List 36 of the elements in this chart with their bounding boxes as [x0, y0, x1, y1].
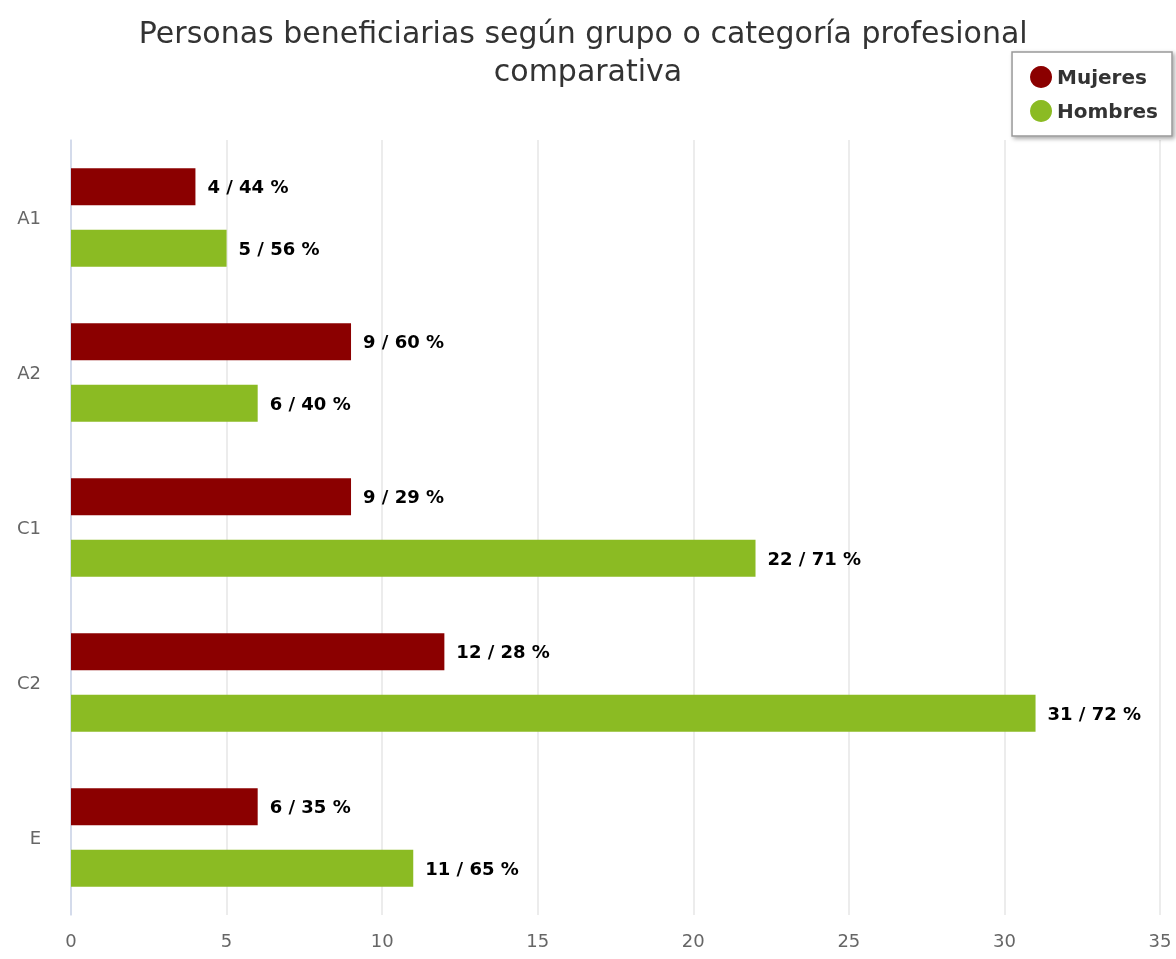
x-tick-label: 5: [220, 929, 233, 951]
x-tick-label: 15: [526, 929, 550, 951]
data-label: 9 / 29 %: [363, 486, 445, 508]
data-label: 22 / 71 %: [767, 547, 862, 569]
bar: [71, 478, 352, 516]
x-tick-label: 0: [65, 929, 77, 951]
y-tick-label: E: [29, 827, 41, 848]
x-tick-label: 20: [681, 929, 705, 951]
y-tick-label: A2: [17, 362, 41, 383]
bar: [71, 323, 352, 361]
y-tick-label: C1: [16, 517, 41, 538]
data-label: 12 / 28 %: [456, 641, 550, 663]
bar: [71, 633, 445, 671]
x-tick-label: 35: [1148, 929, 1172, 951]
data-label: 31 / 72 %: [1047, 702, 1142, 724]
data-label: 5 / 56 %: [238, 237, 320, 259]
data-label: 9 / 60 %: [363, 331, 445, 353]
bar: [71, 384, 258, 422]
bar: [71, 168, 196, 206]
chart-title: Personas beneficiarias según grupo o categoría profesional comparativa: [138, 14, 1038, 88]
bar: [71, 849, 414, 887]
data-label: 6 / 40 %: [269, 392, 351, 414]
y-tick-label: C2: [16, 672, 41, 693]
data-label: 4 / 44 %: [207, 176, 289, 198]
x-tick-label: 25: [837, 929, 861, 951]
bar: [71, 229, 227, 267]
bar: [71, 694, 1036, 732]
x-tick-label: 10: [370, 929, 394, 951]
data-label: 11 / 65 %: [425, 857, 519, 879]
data-label: 6 / 35 %: [269, 796, 351, 818]
y-tick-label: A1: [17, 207, 41, 228]
bar: [71, 539, 756, 577]
legend-label: Hombres: [1057, 99, 1158, 123]
x-tick-label: 30: [992, 929, 1016, 951]
legend-label: Mujeres: [1057, 65, 1147, 89]
bar: [71, 788, 258, 826]
